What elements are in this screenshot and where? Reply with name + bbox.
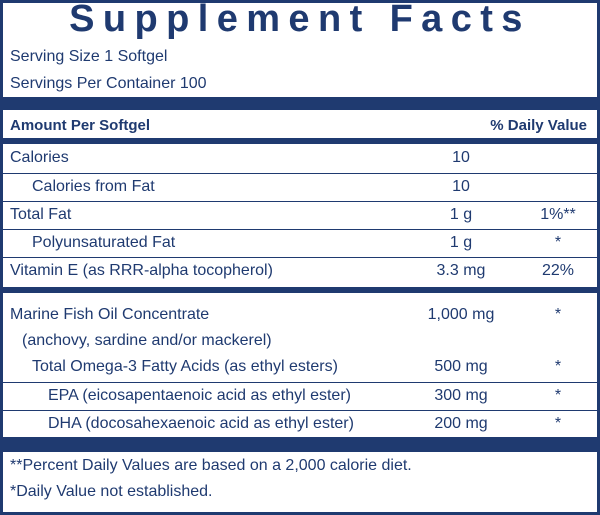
amount: 500 mg [434,358,488,375]
daily-value: * [554,358,562,375]
divider [3,97,597,110]
footnote: *Daily Value not established. [10,483,213,500]
nutrient-name: EPA (eicosapentaenoic acid as ethyl este… [48,387,351,404]
amount: 1 g [449,206,473,223]
header-amount: Amount Per Softgel [10,117,151,134]
nutrient-note: (anchovy, sardine and/or mackerel) [22,332,272,349]
amount: 3.3 mg [436,262,486,279]
daily-value: 22% [541,262,575,279]
serving-size: Serving Size 1 Softgel [10,48,168,65]
footnote: **Percent Daily Values are based on a 2,… [10,457,412,474]
servings-per-container: Servings Per Container 100 [10,75,207,92]
amount: 10 [452,149,470,166]
nutrient-name: Vitamin E (as RRR-alpha tocopherol) [10,262,273,279]
amount: 1 g [449,234,473,251]
daily-value: * [554,306,562,323]
amount: 10 [452,178,470,195]
daily-value: 1%** [540,206,576,223]
amount: 300 mg [434,387,488,404]
nutrient-name: Polyunsaturated Fat [32,234,176,251]
divider [3,437,597,452]
row-divider [3,229,597,230]
divider [3,138,597,144]
row-divider [3,257,597,258]
row-divider [3,382,597,383]
nutrient-name: Total Fat [10,206,72,223]
divider [3,287,597,293]
nutrient-name: Calories from Fat [32,178,155,195]
nutrient-name: Marine Fish Oil Concentrate [10,306,210,323]
row-divider [3,410,597,411]
row-divider [3,173,597,174]
nutrient-name: Total Omega-3 Fatty Acids (as ethyl este… [32,358,338,375]
daily-value: * [554,415,562,432]
title: Supplement Facts [69,0,531,40]
header-daily-value: % Daily Value [490,117,587,134]
daily-value: * [554,234,562,251]
daily-value: * [554,387,562,404]
amount: 200 mg [434,415,488,432]
nutrient-name: Calories [10,149,69,166]
amount: 1,000 mg [427,306,495,323]
nutrient-name: DHA (docosahexaenoic acid as ethyl ester… [48,415,354,432]
row-divider [3,201,597,202]
